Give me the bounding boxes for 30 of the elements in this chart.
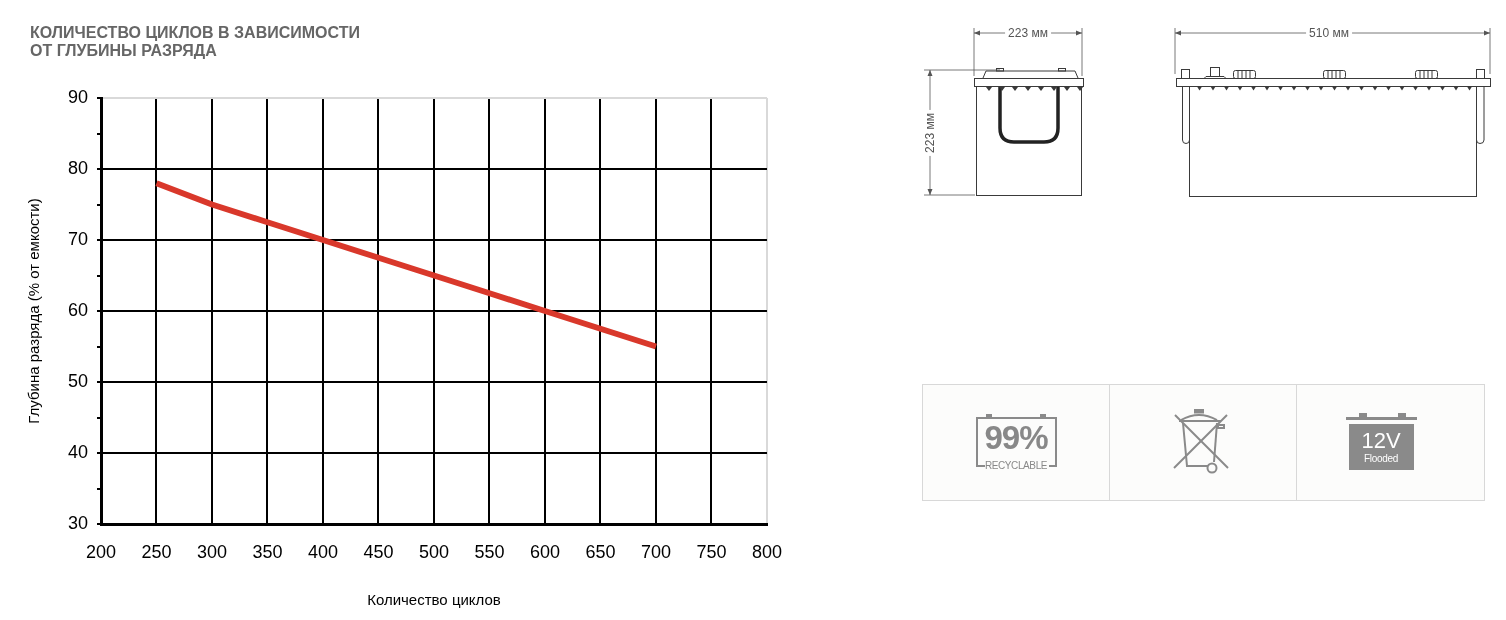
text: 223 мм — [1005, 26, 1051, 40]
x-tick-label: 300 — [196, 541, 228, 562]
text: 12V — [1361, 428, 1401, 453]
x-tick-label: 250 — [141, 541, 172, 562]
y-axis-title: Глубина разряда (% от емкости) — [25, 198, 43, 424]
y-tick-label: 60 — [67, 299, 88, 320]
x-tick-label: 550 — [474, 541, 505, 562]
x-tick-label: 350 — [252, 541, 283, 562]
text: 99% — [984, 418, 1048, 456]
x-tick-label: 750 — [696, 541, 727, 562]
text: Flooded — [1363, 453, 1399, 464]
x-tick-label: 450 — [363, 541, 394, 562]
y-tick-label: 30 — [67, 512, 88, 533]
x-tick-label: 800 — [751, 541, 783, 562]
y-tick-label: 40 — [67, 441, 88, 462]
chart-title: КОЛИЧЕСТВО ЦИКЛОВ В ЗАВИСИМОСТИ ОТ ГЛУБИНЫ РАЗРЯДА — [30, 24, 361, 60]
x-tick-label: 600 — [529, 541, 561, 562]
x-tick-label: 500 — [418, 541, 450, 562]
y-tick-label: 50 — [67, 370, 88, 391]
x-axis-title: Количество циклов — [367, 591, 501, 609]
y-tick-label: 90 — [67, 86, 88, 107]
text: 223 мм — [923, 110, 937, 156]
x-tick-label: 200 — [85, 541, 117, 562]
text: 510 мм — [1306, 26, 1352, 40]
x-tick-label: 400 — [307, 541, 339, 562]
text: RECYCLABLE — [984, 460, 1048, 471]
y-tick-label: 70 — [67, 228, 88, 249]
x-tick-label: 650 — [585, 541, 616, 562]
y-tick-label: 80 — [67, 157, 88, 178]
x-tick-label: 700 — [640, 541, 672, 562]
